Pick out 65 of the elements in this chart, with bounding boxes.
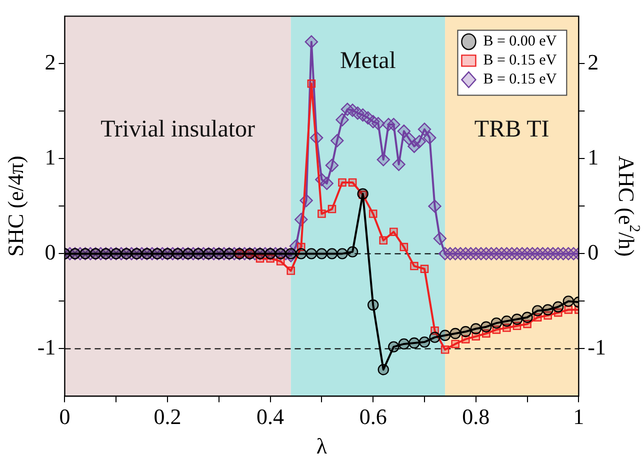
y2-tick-label: 0 xyxy=(588,239,599,264)
y-tick-label: 1 xyxy=(44,144,56,170)
point xyxy=(378,364,389,376)
point xyxy=(346,246,358,258)
point xyxy=(418,336,430,348)
point xyxy=(480,321,492,332)
point xyxy=(408,337,420,349)
point xyxy=(367,299,379,311)
point xyxy=(296,248,307,260)
point xyxy=(429,332,440,343)
band-label: Metal xyxy=(340,48,396,74)
point xyxy=(410,262,418,270)
band-label: Trivial insulator xyxy=(100,116,256,142)
point xyxy=(390,228,398,236)
y-tick-label: 2 xyxy=(44,49,56,74)
point xyxy=(398,338,410,350)
y-tick-label: -1 xyxy=(37,334,56,360)
x-tick-label: 0.4 xyxy=(256,404,284,430)
point xyxy=(451,340,460,348)
point xyxy=(338,178,346,187)
point xyxy=(532,305,544,316)
legend-label: B = 0.00 eV xyxy=(483,34,557,50)
point xyxy=(306,248,318,260)
point xyxy=(368,210,378,218)
x-tick-label: 0.6 xyxy=(359,404,387,430)
x-tick-label: 0.8 xyxy=(462,404,490,430)
point xyxy=(328,204,336,214)
y2-axis-title: AHC (e2/h) xyxy=(614,156,642,257)
point xyxy=(357,188,368,200)
point xyxy=(562,296,574,307)
point xyxy=(379,236,388,245)
point xyxy=(286,266,295,275)
x-tick-label: 1 xyxy=(573,404,584,430)
point xyxy=(542,304,554,316)
x-tick-label: 0.2 xyxy=(154,404,182,430)
point xyxy=(285,248,296,260)
y2-tick-label: -1 xyxy=(588,334,606,360)
y-tick-label: 0 xyxy=(44,239,56,264)
y2-tick-label: 2 xyxy=(588,49,599,74)
point xyxy=(336,248,348,260)
x-axis-title: λ xyxy=(316,434,328,459)
legend-label: B = 0.15 eV xyxy=(483,72,557,88)
y2-tick-label: 1 xyxy=(588,144,599,170)
point xyxy=(450,328,461,340)
point xyxy=(564,306,573,314)
point xyxy=(470,323,482,334)
point xyxy=(439,330,451,341)
point xyxy=(440,346,450,354)
point xyxy=(318,210,326,218)
point xyxy=(460,326,472,338)
point xyxy=(348,178,357,187)
legend-label: B = 0.15 eV xyxy=(483,52,557,69)
point xyxy=(388,341,400,352)
point xyxy=(307,80,316,88)
band-label: TRB TI xyxy=(474,116,550,142)
point xyxy=(511,314,523,325)
point xyxy=(501,316,512,327)
point xyxy=(522,312,533,323)
point xyxy=(326,248,338,260)
point xyxy=(490,317,502,329)
y-axis-title: SHC (e/4π) xyxy=(2,156,28,257)
point xyxy=(400,242,408,252)
point xyxy=(552,301,564,312)
point xyxy=(420,264,429,274)
point xyxy=(316,248,328,260)
